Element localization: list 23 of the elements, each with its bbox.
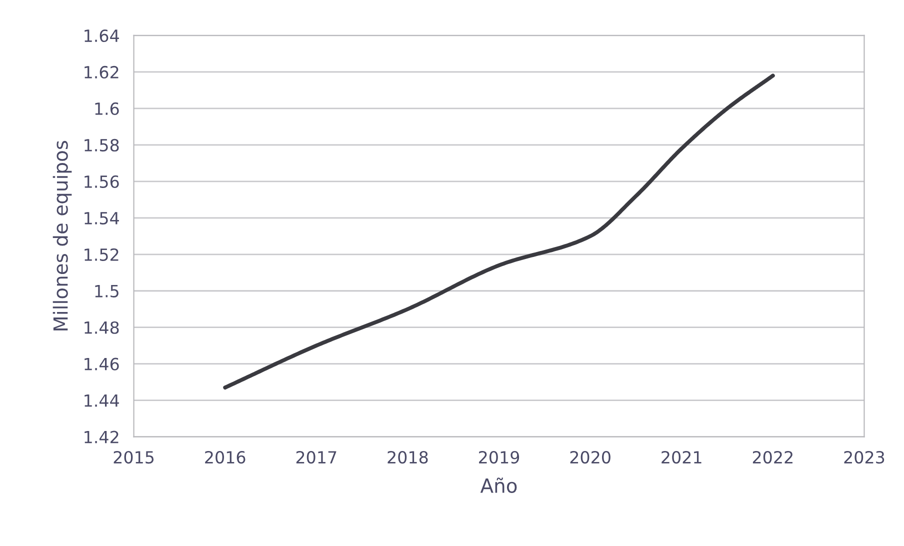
x-tick-label: 2023: [844, 450, 884, 464]
y-tick-label: 1.5: [95, 285, 118, 298]
x-tick-label: 2016: [205, 450, 246, 464]
x-tick-label: 2019: [479, 450, 520, 464]
y-axis-title: Millones de equipos: [52, 140, 72, 330]
y-tick-label: 1.64: [84, 29, 119, 42]
x-tick-label: 2017: [296, 450, 336, 464]
y-tick-label: 1.46: [84, 358, 119, 370]
y-tick-label: 1.44: [84, 394, 119, 407]
y-tick-label: 1.52: [84, 248, 118, 261]
x-tick-label: 2015: [114, 450, 154, 464]
y-tick-label: 1.54: [84, 212, 119, 224]
y-tick-label: 1.62: [84, 66, 118, 79]
y-tick-label: 1.6: [95, 102, 119, 116]
x-tick-label: 2022: [752, 450, 792, 464]
x-tick-label: 2018: [388, 450, 428, 464]
y-tick-label: 1.42: [84, 430, 118, 444]
x-axis-title: Año: [480, 478, 517, 493]
y-tick-label: 1.58: [84, 138, 119, 152]
x-tick-label: 2021: [662, 450, 702, 464]
y-tick-label: 1.48: [84, 321, 119, 334]
x-tick-label: 2020: [570, 450, 610, 464]
y-tick-label: 1.56: [84, 175, 119, 188]
